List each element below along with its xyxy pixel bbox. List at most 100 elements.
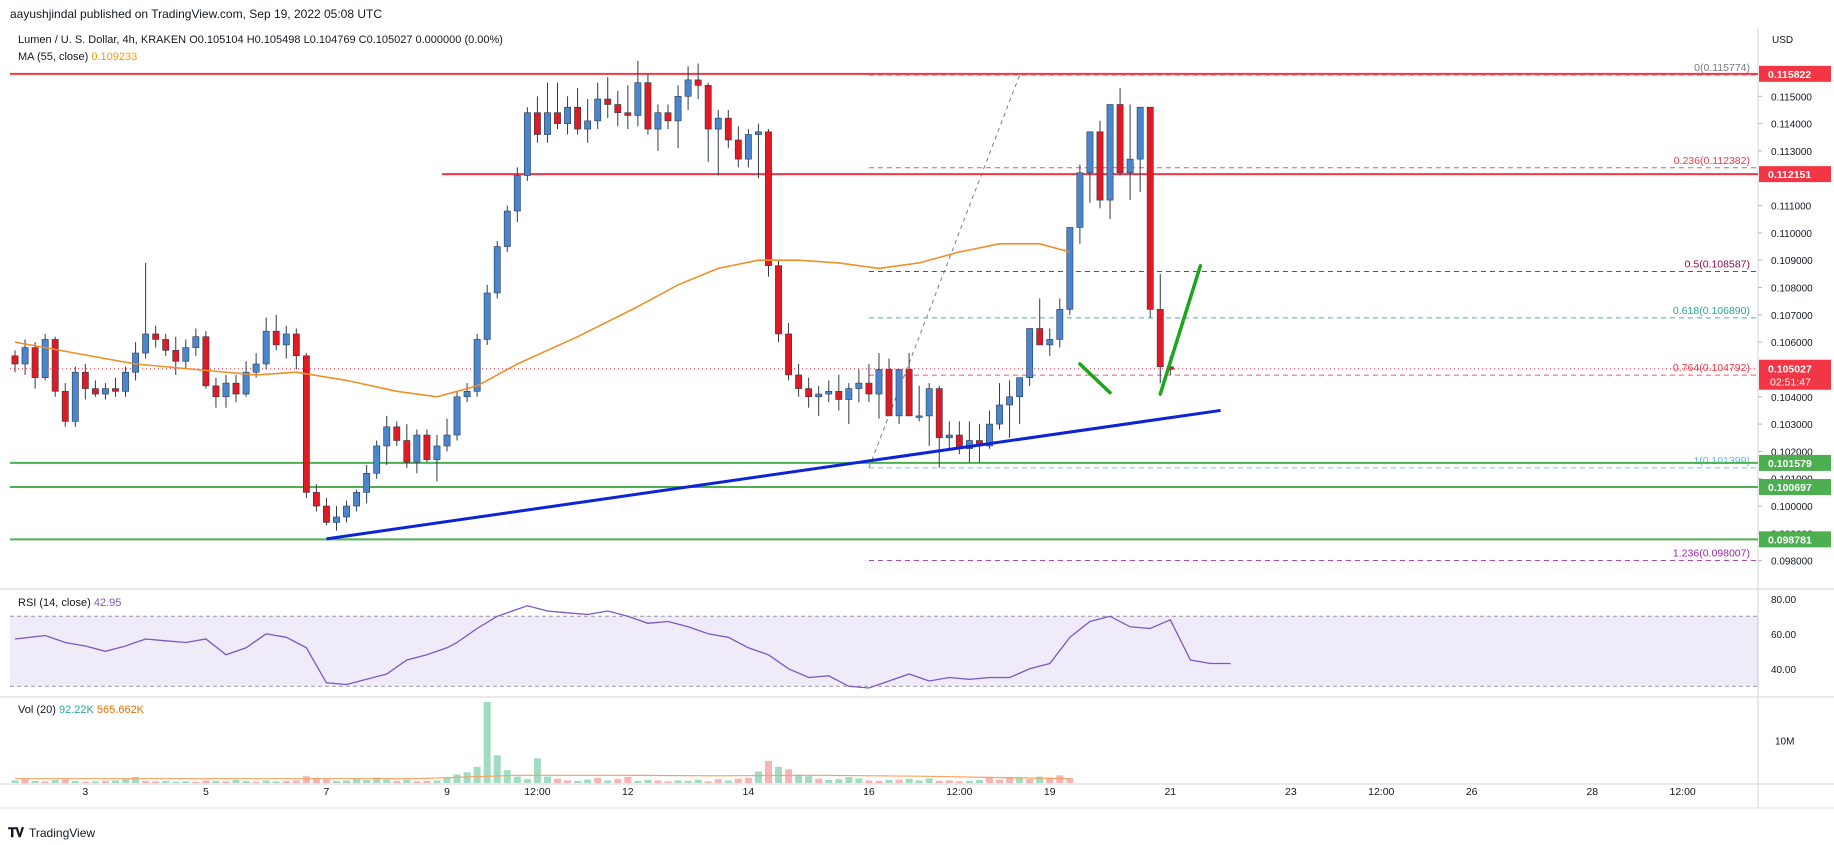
candle	[815, 385, 823, 416]
volume-bar	[332, 780, 341, 783]
volume-bar	[302, 776, 310, 783]
candle-body	[1046, 339, 1054, 346]
candle-body	[744, 134, 752, 160]
candle-body	[1096, 131, 1104, 201]
volume-bar	[915, 780, 923, 783]
candle	[242, 361, 250, 397]
volume-bar	[443, 777, 451, 783]
candle-body	[1086, 131, 1094, 174]
price-tick-label: 0.104000	[1771, 393, 1813, 404]
candle	[312, 484, 320, 512]
candle	[21, 339, 29, 375]
volume-bar	[764, 760, 772, 783]
volume-bar	[503, 770, 511, 783]
volume-bar	[835, 779, 843, 783]
candle-body	[945, 434, 953, 439]
candle	[192, 328, 200, 356]
candle-body	[61, 391, 69, 422]
volume-bar	[282, 780, 290, 783]
volume-bar	[1036, 776, 1044, 783]
candle-body	[413, 434, 421, 463]
candle-body	[604, 98, 612, 105]
price-tick-label: 0.111000	[1771, 202, 1812, 213]
candle	[31, 342, 39, 389]
volume-label[interactable]: Vol (20)	[18, 704, 56, 716]
candle	[744, 129, 752, 168]
volume-bar	[815, 778, 823, 783]
candle-body	[493, 246, 501, 294]
candle	[503, 205, 511, 252]
candle-body	[724, 117, 732, 141]
volume-bar	[71, 780, 79, 783]
candle	[805, 377, 813, 408]
rsi-label[interactable]: RSI (14, close)	[18, 597, 91, 609]
volume-bar	[41, 781, 49, 783]
price-tick-label: 0.103000	[1771, 420, 1813, 431]
volume-bar	[363, 780, 371, 783]
price-tick-label: 0.115000	[1771, 92, 1812, 103]
volume-bar	[1006, 777, 1014, 783]
candle	[122, 366, 129, 397]
volume-bar	[373, 777, 381, 783]
candle-body	[21, 347, 29, 365]
time-tick-label: 12:00	[524, 786, 550, 798]
volume-bar	[312, 777, 320, 783]
symbol-title[interactable]: Lumen / U. S. Dollar, 4h, KRAKEN	[18, 34, 187, 46]
ma-label[interactable]: MA (55, close)	[18, 51, 89, 63]
price-axis[interactable]: USD 0.115000 0.114000 0.113000 0.111000 0.110…	[1758, 35, 1831, 747]
candle-body	[71, 371, 79, 422]
candle	[1026, 328, 1034, 386]
volume-bar	[353, 778, 361, 783]
price-label-box	[1759, 65, 1831, 82]
candle-body	[31, 347, 39, 378]
last-price-text: 0.105027	[1768, 364, 1812, 376]
candle	[393, 421, 401, 446]
volume-bar	[634, 780, 642, 783]
candle	[202, 331, 210, 389]
volume-bar	[704, 781, 712, 783]
tradingview-branding[interactable]: 𝐓𝐕 TradingView	[8, 825, 95, 841]
candle-body	[805, 388, 813, 398]
candle	[91, 380, 99, 397]
candle-body	[1106, 104, 1114, 201]
time-axis[interactable]: 3 5 7 9 12:00 12 14 16 12:00 19 21 23 12:00 26 28 12:00	[82, 786, 1696, 798]
candle-body	[192, 336, 200, 348]
candle-body	[142, 333, 150, 354]
time-tick-label: 16	[863, 786, 875, 798]
price-tick-label: 0.107000	[1771, 311, 1813, 322]
candlestick-series	[11, 60, 1174, 531]
volume-bar	[1026, 779, 1034, 783]
volume-bar	[483, 702, 491, 783]
candle-body	[11, 355, 19, 365]
candle-body	[383, 426, 391, 447]
volume-bar	[232, 780, 240, 783]
candle	[644, 74, 652, 135]
candle	[1136, 106, 1144, 192]
candle-body	[353, 492, 361, 507]
candle-body	[684, 79, 692, 97]
candle	[523, 107, 531, 181]
candle	[1056, 298, 1064, 348]
time-tick-label: 14	[743, 786, 755, 798]
candle-body	[986, 423, 993, 447]
candle-body	[473, 339, 481, 392]
candle	[373, 440, 381, 479]
volume-bar	[744, 777, 752, 783]
volume-bar	[433, 780, 441, 783]
candle-body	[714, 117, 722, 130]
candle	[51, 336, 59, 397]
candle-body	[1036, 328, 1044, 346]
volume-bar	[594, 777, 602, 783]
volume-bar	[493, 755, 501, 783]
volume-bar	[805, 776, 813, 783]
volume-bar	[945, 780, 953, 783]
time-tick-label: 12	[622, 786, 634, 798]
candle	[102, 383, 109, 400]
time-tick-label: 28	[1586, 786, 1598, 798]
candle	[343, 500, 350, 523]
candle-body	[855, 382, 863, 389]
candle-body	[795, 374, 803, 389]
candle-body	[905, 369, 913, 417]
rsi-line	[14, 605, 1231, 689]
